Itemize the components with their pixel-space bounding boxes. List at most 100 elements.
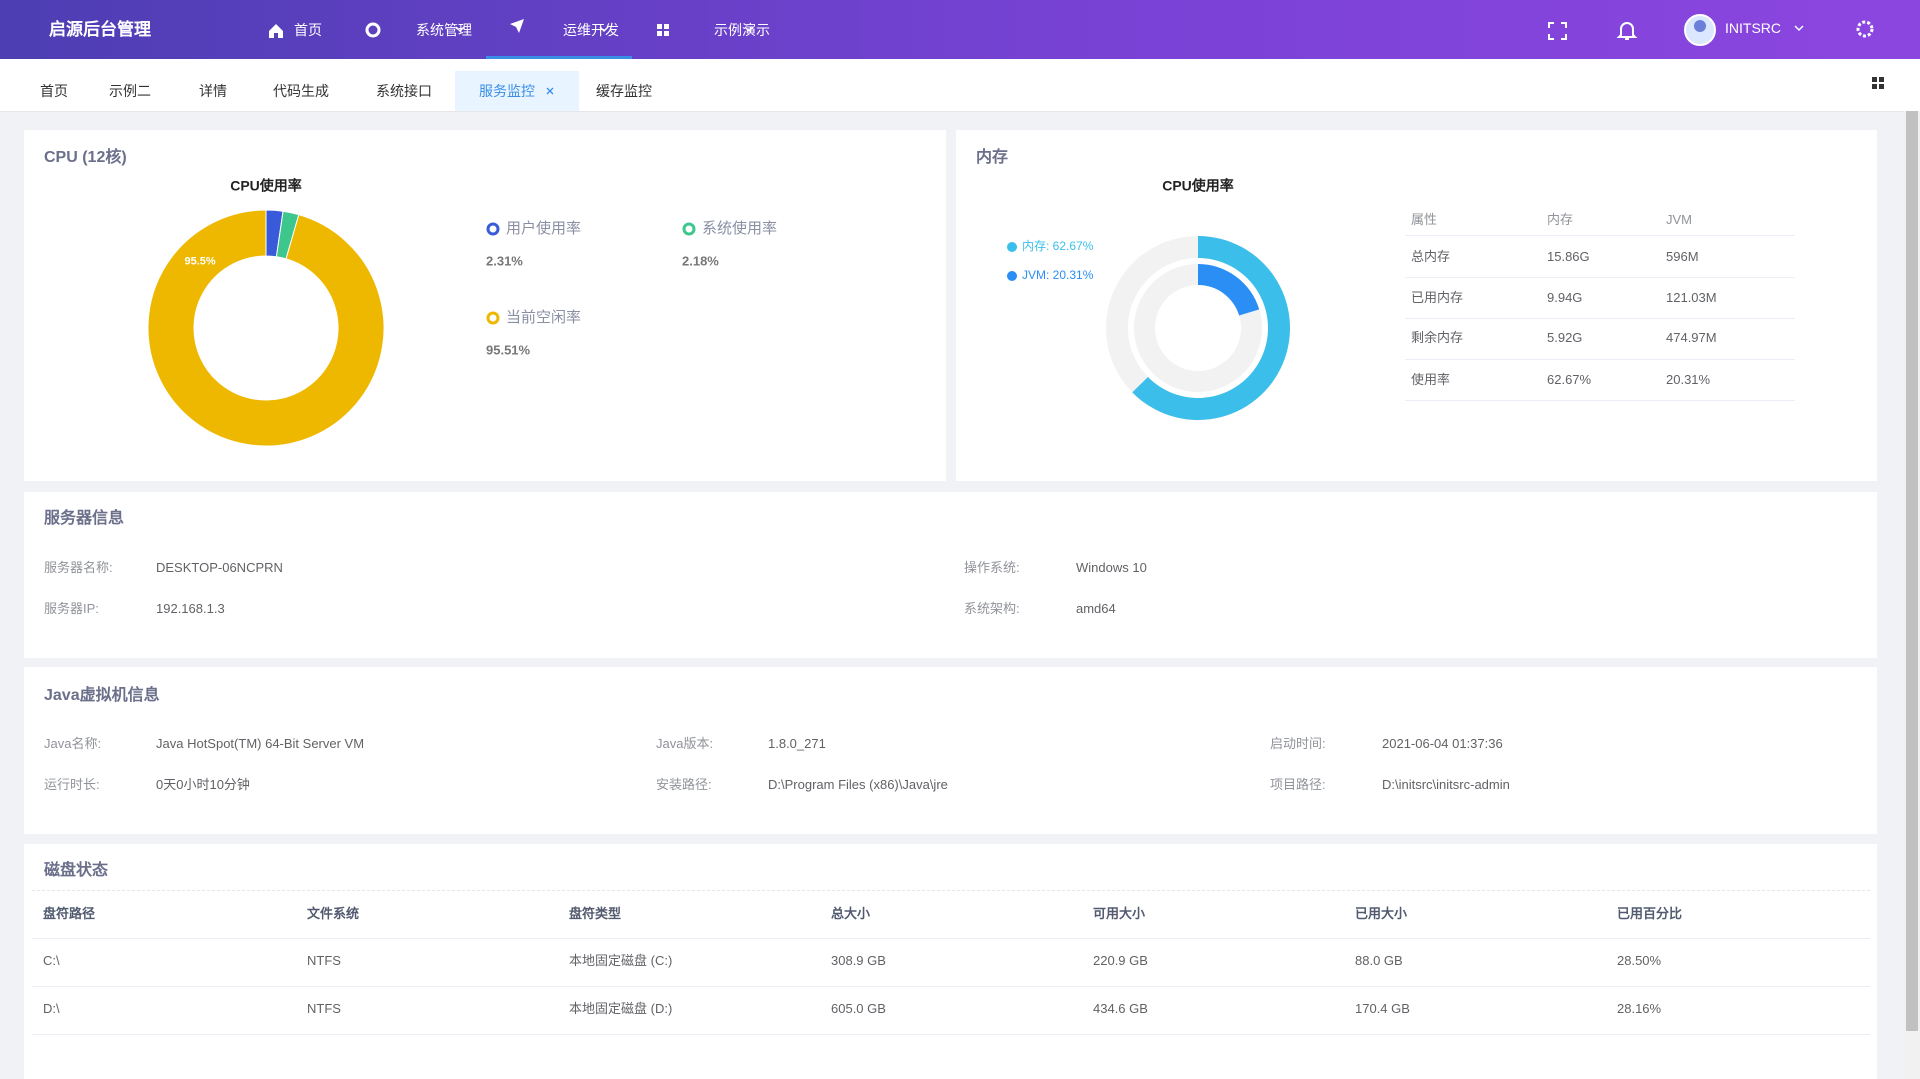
info-value: 1.8.0_271 [768, 736, 826, 751]
nav-item[interactable]: 首页 [294, 22, 322, 38]
chart-title: CPU使用率 [1162, 178, 1234, 194]
table-header: 可用大小 [1093, 906, 1146, 921]
table-cell: 5.92G [1547, 330, 1583, 345]
legend-label: 系统使用率 [702, 220, 777, 237]
table-cell: 308.9 GB [831, 953, 886, 968]
avatar-head [1694, 20, 1706, 32]
tab[interactable]: 详情 [199, 83, 227, 99]
legend-marker [486, 311, 500, 325]
legend-label: 用户使用率 [506, 220, 581, 237]
legend-value: 95.51% [486, 342, 531, 357]
home-icon [269, 24, 283, 38]
info-label: 操作系统: [964, 560, 1020, 575]
tab[interactable]: 系统接口 [376, 83, 432, 99]
panel-title: 磁盘状态 [44, 862, 109, 879]
tab-close[interactable] [546, 87, 554, 95]
panel-title: CPU (12核) [44, 149, 127, 166]
info-value: 0天0小时10分钟 [156, 777, 250, 792]
legend-marker [682, 222, 696, 236]
settings-icon [365, 22, 381, 38]
table-line [32, 938, 1870, 939]
grid-icon [657, 24, 669, 36]
table-header: 已用百分比 [1617, 906, 1683, 921]
active-tab-bg [455, 71, 579, 111]
table-header: 盘符路径 [43, 906, 96, 921]
info-value: 2021-06-04 01:37:36 [1382, 736, 1503, 751]
table-cell: 总内存 [1411, 249, 1451, 264]
table-cell: NTFS [307, 953, 341, 968]
icons [269, 14, 1884, 95]
table-cell: 15.86G [1547, 249, 1590, 264]
table-cell: D:\ [43, 1001, 60, 1016]
table-header: JVM [1666, 212, 1692, 227]
info-value: DESKTOP-06NCPRN [156, 560, 283, 575]
info-label: 服务器名称: [44, 560, 113, 575]
jvm-panel [24, 667, 1877, 834]
user-name[interactable]: INITSRC [1725, 20, 1781, 36]
legend-value: 2.31% [486, 253, 523, 268]
table-line [1405, 400, 1795, 401]
disk-panel [24, 844, 1877, 1079]
table-cell: 9.94G [1547, 290, 1583, 305]
table-cell: 本地固定磁盘 (C:) [569, 953, 673, 968]
top-bar [0, 0, 1920, 59]
legend-label: 内存: 62.67% [1022, 239, 1094, 253]
table-cell: C:\ [43, 953, 60, 968]
tab[interactable]: 首页 [40, 83, 68, 99]
fullscreen-icon [1548, 22, 1567, 40]
table-line [1405, 318, 1795, 319]
table-cell: 使用率 [1411, 372, 1451, 387]
send-icon [510, 19, 524, 33]
radial-bar [1198, 264, 1260, 316]
legend-marker [1007, 242, 1017, 252]
slice-label: 95.5% [184, 256, 215, 268]
info-value: Java HotSpot(TM) 64-Bit Server VM [156, 736, 365, 751]
table-cell: 434.6 GB [1093, 1001, 1148, 1016]
tabs-menu-icon[interactable] [1872, 77, 1884, 89]
table-cell: NTFS [307, 1001, 341, 1016]
panel-title: Java虚拟机信息 [44, 687, 160, 704]
tab[interactable]: 服务监控 [479, 83, 535, 99]
table-cell: 170.4 GB [1355, 1001, 1410, 1016]
chevrons [455, 25, 1804, 33]
table-header: 内存 [1547, 212, 1574, 227]
nav-active-underline [486, 56, 632, 59]
nav-item[interactable]: 系统管理 [416, 22, 472, 38]
scrollbar-thumb[interactable] [1906, 111, 1918, 1031]
nav-item[interactable]: 示例演示 [714, 22, 770, 38]
info-label: 项目路径: [1270, 777, 1326, 792]
table-line [32, 1034, 1870, 1035]
app-title: 启源后台管理 [49, 20, 151, 39]
table-cell: 220.9 GB [1093, 953, 1148, 968]
table-cell: 88.0 GB [1355, 953, 1403, 968]
info-value: D:\initsrc\initsrc-admin [1382, 777, 1510, 792]
table-line [1405, 277, 1795, 278]
table-cell: 已用内存 [1411, 290, 1464, 305]
tab[interactable]: 示例二 [109, 83, 151, 99]
tab[interactable]: 代码生成 [273, 83, 329, 99]
info-label: 运行时长: [44, 777, 100, 792]
info-label: 服务器IP: [44, 601, 99, 616]
gear-icon[interactable] [1856, 20, 1874, 38]
table-header: 总大小 [831, 906, 871, 921]
info-label: 安装路径: [656, 777, 712, 792]
legend-marker [486, 222, 500, 236]
panel-title: 服务器信息 [44, 510, 125, 527]
radial-bar [1132, 236, 1290, 420]
legend-label: JVM: 20.31% [1022, 268, 1094, 282]
legend-value: 2.18% [682, 253, 719, 268]
table-cell: 20.31% [1666, 372, 1711, 387]
table-cell: 28.50% [1617, 953, 1662, 968]
info-label: Java版本: [656, 736, 714, 751]
tab[interactable]: 缓存监控 [596, 83, 652, 99]
table-line [1405, 235, 1795, 236]
pie-slice [147, 209, 385, 447]
table-cell: 剩余内存 [1411, 330, 1464, 345]
nav-item[interactable]: 运维开发 [563, 22, 619, 38]
table-cell: 28.16% [1617, 1001, 1662, 1016]
table-cell: 474.97M [1666, 330, 1717, 345]
disk-title-divider [32, 890, 1870, 891]
